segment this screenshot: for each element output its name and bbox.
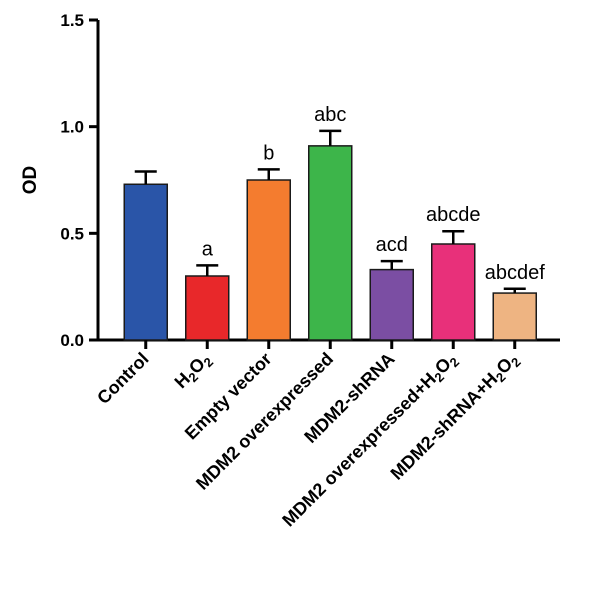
bar [308,145,353,341]
y-tick-label: 0.0 [60,331,84,350]
y-tick-label: 0.5 [60,224,84,243]
bar [431,243,476,341]
y-tick-label: 1.5 [60,11,84,30]
bar [123,183,168,341]
bar [185,275,230,341]
y-tick-label: 1.0 [60,118,84,137]
bar [246,179,291,341]
significance-label: abc [314,104,346,126]
significance-label: abcdef [485,262,545,284]
y-axis-title: OD [20,166,41,195]
significance-label: b [263,142,274,164]
bar [369,268,414,341]
significance-label: a [202,238,214,260]
significance-label: acd [376,234,408,256]
category-label: H2O2 [171,349,217,395]
category-label: Control [93,349,152,408]
bar [492,292,537,341]
significance-label: abcde [426,204,481,226]
